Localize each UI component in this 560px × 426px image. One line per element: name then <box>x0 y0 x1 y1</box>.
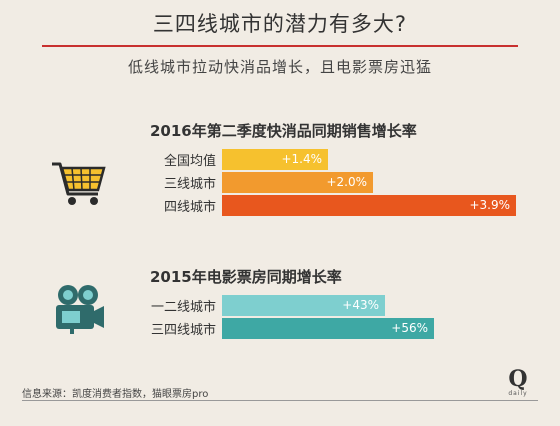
chart1-bar <box>222 172 373 193</box>
chart1-category-label: 全国均值 <box>163 154 216 169</box>
footer-divider <box>22 400 538 401</box>
page-subtitle: 低线城市拉动快消品增长，且电影票房迅猛 <box>127 58 432 76</box>
chart2-bar <box>222 295 385 316</box>
shopping-cart-icon <box>52 162 106 205</box>
qdaily-logo: Q daily <box>506 368 530 397</box>
chart1-bar <box>222 149 328 170</box>
chart1-bar <box>222 195 516 216</box>
movie-camera-icon <box>56 285 104 334</box>
logo-letter: Q <box>508 366 528 392</box>
chart1-title: 2016年第二季度快消品同期销售增长率 <box>150 122 417 140</box>
chart1-value-label: +2.0% <box>326 175 367 189</box>
chart2-category-label: 一二线城市 <box>150 300 216 315</box>
title-divider <box>42 45 518 47</box>
chart1-value-label: +1.4% <box>281 152 322 166</box>
chart2-category-label: 三四线城市 <box>150 323 216 338</box>
chart1-value-label: +3.9% <box>469 198 510 212</box>
chart1-category-label: 三线城市 <box>163 177 216 192</box>
chart2-value-label: +43% <box>342 298 379 312</box>
chart1-category-label: 四线城市 <box>163 200 216 215</box>
chart2-bar <box>222 318 434 339</box>
chart2-title: 2015年电影票房同期增长率 <box>150 268 342 286</box>
page-title: 三四线城市的潜力有多大? <box>152 12 408 36</box>
source-note: 信息来源：凯度消费者指数，猫眼票房pro <box>22 389 209 400</box>
logo-text: daily <box>508 390 528 397</box>
chart2-value-label: +56% <box>391 321 428 335</box>
